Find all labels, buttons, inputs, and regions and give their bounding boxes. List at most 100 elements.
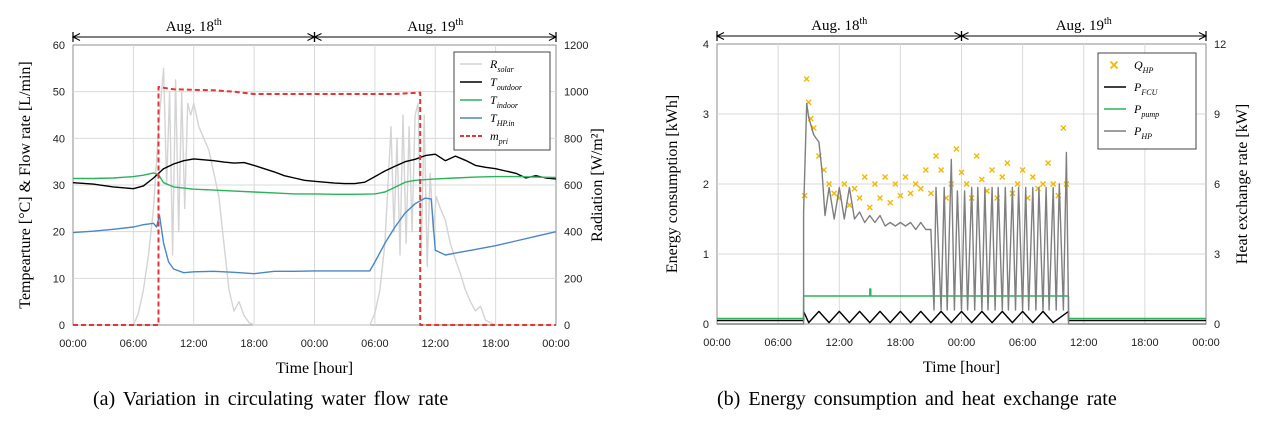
chart-b-series-p-hp <box>717 102 1206 325</box>
chart-b-xtick: 12:00 <box>825 337 853 349</box>
chart-a-xtick: 06:00 <box>361 338 389 350</box>
chart-a-legend-label-t-indoor: Tindoor <box>490 93 519 110</box>
chart-a-xlabel: Time [hour] <box>276 360 353 377</box>
chart-a-ytick-right: 1200 <box>564 40 588 52</box>
chart-a-legend-box <box>453 51 551 151</box>
chart-a-ytick-left: 0 <box>59 320 65 332</box>
chart-a-day-label: Aug. 19th <box>407 17 463 35</box>
chart-b-point-q-hp <box>1040 181 1046 187</box>
chart-a-ytick-right: 0 <box>564 320 570 332</box>
chart-a-xtick: 18:00 <box>240 338 268 350</box>
chart-b-ylabel-left: Energy consumption [kWh] <box>664 95 681 273</box>
chart-b-day-label: Aug. 19th <box>1056 16 1112 34</box>
chart-b-series-p-fcu <box>717 310 1206 324</box>
chart-b-ytick-right: 0 <box>1214 319 1220 331</box>
chart-b-day-arrow <box>715 32 725 40</box>
chart-b-point-q-hp <box>851 185 858 192</box>
chart-a-ylabel-left: Tempearture [°C] & Flow rate [L/min] <box>17 61 34 308</box>
chart-b-legend-label-q-hp: QHP <box>1134 58 1153 75</box>
caption-b: (b) Energy consumption and heat exchange… <box>717 388 1117 410</box>
chart-a-day-arrow <box>71 33 81 41</box>
chart-a-series-t-indoor <box>73 172 557 196</box>
chart-b-point-q-hp <box>831 190 838 197</box>
chart-b-point-q-hp <box>1004 160 1011 166</box>
chart-b-point-q-hp <box>1050 181 1057 187</box>
chart-b-xtick: 00:00 <box>1192 337 1220 349</box>
chart-b-ytick-right: 9 <box>1214 109 1220 121</box>
chart-b-day-label: Aug. 18th <box>811 16 867 34</box>
chart-a-series-r-solar <box>73 67 556 326</box>
chart-b-ytick-left: 2 <box>703 179 709 191</box>
chart-b-point-q-hp <box>927 190 934 197</box>
chart-b-point-q-hp <box>1045 160 1052 166</box>
chart-b-day-arrow <box>960 32 969 40</box>
chart-b-point-q-hp <box>922 167 929 173</box>
chart-b-ytick-left: 4 <box>703 39 709 51</box>
chart-b-point-q-hp <box>933 153 940 159</box>
chart-a-xtick: 00:00 <box>59 338 87 350</box>
chart-b-point-q-hp <box>1029 174 1036 180</box>
chart-b-ytick-left: 1 <box>703 249 709 261</box>
chart-b-point-q-hp <box>902 174 909 180</box>
chart-a-series-t-outdoor <box>72 153 557 190</box>
chart-a-xtick: 00:00 <box>542 338 570 350</box>
chart-b-legend-label-p-hp: PHP <box>1133 124 1152 141</box>
chart-a-legend-label-m-pri: mpri <box>490 129 508 146</box>
chart-a-ytick-left: 10 <box>53 273 65 285</box>
caption-a: (a) Variation in circulating water flow … <box>93 388 449 410</box>
chart-b-point-q-hp <box>973 153 980 159</box>
chart-a-ytick-left: 60 <box>53 40 65 52</box>
chart-a-ytick-left: 30 <box>53 180 65 192</box>
chart-a-ytick-right: 200 <box>564 273 582 285</box>
chart-b-ytick-left: 3 <box>703 109 709 121</box>
chart-a-ytick-right: 1000 <box>564 87 588 99</box>
chart-a-ytick-right: 600 <box>564 180 582 192</box>
chart-b-point-q-hp <box>826 181 833 187</box>
chart-a-day-arrow <box>313 33 322 41</box>
chart-a-series-m-pri <box>73 86 556 326</box>
chart-b-point-q-hp <box>999 174 1006 180</box>
chart-b-point-q-hp <box>938 167 945 173</box>
chart-b-point-q-hp <box>866 204 873 211</box>
chart-a-xtick: 12:00 <box>421 338 449 350</box>
chart-b-xtick: 18:00 <box>887 337 915 349</box>
chart-b-legend-box <box>1097 52 1197 150</box>
chart-b-xtick: 12:00 <box>1070 337 1098 349</box>
chart-a-xtick: 00:00 <box>301 338 329 350</box>
chart-a-xtick: 18:00 <box>482 338 510 350</box>
chart-a-day-arrow <box>548 33 558 41</box>
chart-b-ytick-left: 0 <box>703 319 709 331</box>
chart-b-day-arrow <box>1198 32 1208 40</box>
chart-a-xtick: 06:00 <box>120 338 148 350</box>
chart-a-ytick-right: 800 <box>564 133 582 145</box>
chart-b-point-q-hp <box>892 181 899 187</box>
chart-b-point-q-hp <box>1019 167 1026 173</box>
chart-b-point-q-hp <box>1014 181 1021 187</box>
chart-b-point-q-hp <box>963 181 970 187</box>
chart-b-xtick: 00:00 <box>948 337 976 349</box>
chart-b-point-q-hp <box>989 167 996 173</box>
chart-a-ytick-left: 50 <box>53 87 65 99</box>
chart-b-svg: 0 0 1 3 2 6 3 9 4 12 00:00 06:00 12:00 18:00 00:00 06:0… <box>664 16 1251 376</box>
chart-a-day-label: Aug. 18th <box>166 17 222 35</box>
chart-a-ytick-left: 20 <box>53 227 65 239</box>
chart-b-point-q-hp <box>897 192 904 199</box>
chart-b-point-q-hp <box>856 195 863 201</box>
chart-b-point-q-hp <box>861 174 868 180</box>
chart-b-ytick-right: 12 <box>1214 39 1226 51</box>
chart-b-xlabel: Time [hour] <box>923 359 1000 376</box>
chart-b-point-q-hp <box>846 202 853 208</box>
chart-b-point-q-hp <box>912 181 919 187</box>
chart-b-xtick: 06:00 <box>1009 337 1037 349</box>
chart-b-point-q-hp <box>907 190 914 197</box>
chart-b-point-q-hp <box>953 146 960 152</box>
chart-a-legend-label-r-solar: Rsolar <box>489 57 515 74</box>
chart-b-point-q-hp <box>917 185 924 192</box>
chart-b-point-q-hp <box>803 76 810 82</box>
chart-b-point-q-hp <box>877 195 883 201</box>
chart-b-xtick: 00:00 <box>703 337 731 349</box>
chart-panel-a: 0 0 10 200 20 400 30 600 40 800 50 1000 60 1200 00:00 0… <box>17 17 606 410</box>
chart-panel-b: 0 0 1 3 2 6 3 9 4 12 00:00 06:00 12:00 18:00 00:00 06:0… <box>637 0 1274 424</box>
chart-a-legend-label-t-hp-in: THP.in <box>490 111 515 128</box>
chart-a-ytick-right: 400 <box>564 227 582 239</box>
